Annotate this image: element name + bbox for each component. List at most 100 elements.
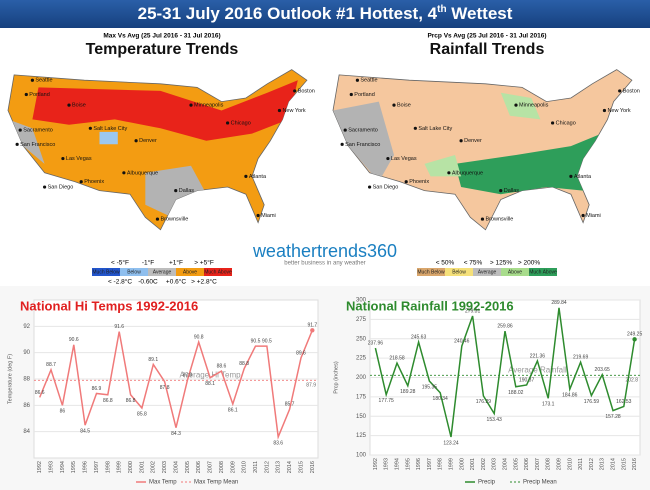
value-label: 218.58 bbox=[389, 355, 405, 361]
value-label: 176.29 bbox=[476, 399, 492, 405]
city-label: Las Vegas bbox=[66, 156, 92, 162]
data-line bbox=[39, 330, 313, 440]
city-dot bbox=[392, 103, 396, 107]
city-label: New York bbox=[282, 108, 305, 114]
legend-threshold: > 200% bbox=[518, 260, 540, 267]
city-label: Denver bbox=[139, 138, 157, 144]
x-tick-label: 2008 bbox=[546, 458, 552, 470]
y-axis-label: Temperature (deg F) bbox=[7, 354, 13, 404]
y-tick-label: 150 bbox=[356, 414, 367, 420]
x-tick-label: 2001 bbox=[139, 461, 145, 473]
legend-threshold: > +5°F bbox=[194, 259, 214, 267]
legend-box bbox=[176, 268, 204, 276]
y-tick-label: 90 bbox=[23, 350, 30, 356]
city-label: San Diego bbox=[48, 184, 74, 190]
value-label: 162.53 bbox=[616, 399, 632, 405]
city-dot bbox=[581, 213, 585, 218]
x-tick-label: 2010 bbox=[242, 461, 248, 473]
city-label: Dallas bbox=[504, 188, 520, 194]
city-label: Seattle bbox=[35, 78, 52, 84]
value-label: 90.6 bbox=[69, 337, 79, 343]
x-tick-label: 2002 bbox=[151, 461, 157, 473]
value-label: 86.8 bbox=[126, 398, 136, 404]
city-label: Chicago bbox=[556, 120, 576, 126]
chart-title: National Hi Temps 1992-2016 bbox=[20, 298, 198, 313]
y-tick-label: 86 bbox=[23, 403, 30, 409]
legend-box bbox=[501, 268, 529, 276]
city-label: Chicago bbox=[231, 120, 251, 126]
legend-threshold-c: < -2.8°C bbox=[108, 278, 132, 286]
x-tick-label: 2002 bbox=[481, 458, 487, 470]
city-dot bbox=[88, 126, 92, 130]
legend-threshold-c: +0.6°C bbox=[166, 278, 186, 286]
x-tick-label: 2007 bbox=[535, 458, 541, 470]
x-tick-label: 2014 bbox=[287, 461, 293, 473]
x-tick-label: 2016 bbox=[632, 458, 638, 470]
city-label: Sacramento bbox=[23, 128, 53, 134]
city-dot bbox=[386, 156, 390, 161]
x-tick-label: 2008 bbox=[219, 461, 225, 473]
x-tick-label: 1996 bbox=[83, 461, 89, 473]
city-dot bbox=[226, 121, 230, 125]
y-tick-label: 100 bbox=[356, 453, 367, 459]
value-label: 91.7 bbox=[307, 323, 317, 329]
page-title: 25-31 July 2016 Outlook #1 Hottest, 4th … bbox=[138, 4, 513, 24]
x-tick-label: 2005 bbox=[185, 461, 191, 473]
map-region bbox=[455, 133, 602, 195]
value-label: 203.65 bbox=[595, 367, 611, 373]
city-dot bbox=[30, 78, 34, 82]
value-label: 84.3 bbox=[171, 431, 181, 437]
x-tick-label: 1996 bbox=[416, 458, 422, 470]
x-tick-label: 2003 bbox=[492, 458, 498, 470]
city-dot bbox=[15, 142, 19, 146]
x-tick-label: 2001 bbox=[470, 458, 476, 470]
legend-label: Precip bbox=[478, 480, 496, 486]
x-tick-label: 2015 bbox=[621, 458, 627, 470]
city-dot bbox=[134, 139, 138, 143]
city-dot bbox=[343, 128, 347, 132]
legend-box-label: Much Below bbox=[92, 269, 120, 275]
city-label: Sacramento bbox=[348, 128, 378, 134]
x-tick-label: 2004 bbox=[173, 461, 179, 473]
x-tick-label: 2015 bbox=[298, 461, 304, 473]
legend-box-label: Below bbox=[452, 269, 466, 275]
y-tick-label: 84 bbox=[23, 429, 30, 435]
legend-threshold: > 125% bbox=[490, 260, 512, 267]
value-label: 195.35 bbox=[422, 384, 438, 390]
y-tick-label: 275 bbox=[356, 317, 367, 323]
value-label: 245.63 bbox=[411, 334, 427, 340]
city-label: San Francisco bbox=[20, 142, 55, 148]
value-label: 86.1 bbox=[228, 407, 238, 413]
value-label: 180.34 bbox=[433, 396, 449, 402]
x-tick-label: 2014 bbox=[610, 458, 616, 470]
city-dot bbox=[293, 89, 297, 93]
value-label: 153.43 bbox=[487, 417, 503, 423]
y-tick-label: 250 bbox=[356, 336, 367, 342]
legend-box bbox=[204, 268, 232, 276]
city-dot bbox=[569, 174, 573, 178]
city-label: Boise bbox=[397, 103, 411, 109]
city-dot bbox=[480, 217, 485, 221]
city-label: Dallas bbox=[179, 188, 195, 194]
value-label: 89.1 bbox=[148, 357, 158, 363]
value-label: 85.7 bbox=[285, 402, 295, 408]
city-label: Albuquerque bbox=[452, 170, 483, 176]
value-label: 176.59 bbox=[584, 399, 600, 405]
x-tick-label: 1994 bbox=[60, 461, 66, 473]
city-label: Atlanta bbox=[574, 174, 592, 180]
x-tick-label: 2006 bbox=[196, 461, 202, 473]
x-tick-label: 2009 bbox=[230, 461, 236, 473]
legend-box-label: Much Below bbox=[417, 269, 445, 275]
city-label: Minneapolis bbox=[519, 103, 549, 109]
city-label: Las Vegas bbox=[391, 156, 417, 162]
city-label: Boston bbox=[298, 88, 315, 94]
city-dot bbox=[340, 142, 344, 146]
x-tick-label: 2003 bbox=[162, 461, 168, 473]
city-dot bbox=[43, 185, 47, 189]
x-tick-label: 1999 bbox=[117, 461, 123, 473]
map-subtitle: Prcp Vs Avg (25 Jul 2016 - 31 Jul 2016) bbox=[427, 33, 546, 40]
city-dot bbox=[122, 171, 126, 175]
x-tick-label: 2007 bbox=[208, 461, 214, 473]
y-axis-label: Prcp (inches) bbox=[333, 361, 339, 394]
value-label: 89.6 bbox=[296, 350, 306, 356]
